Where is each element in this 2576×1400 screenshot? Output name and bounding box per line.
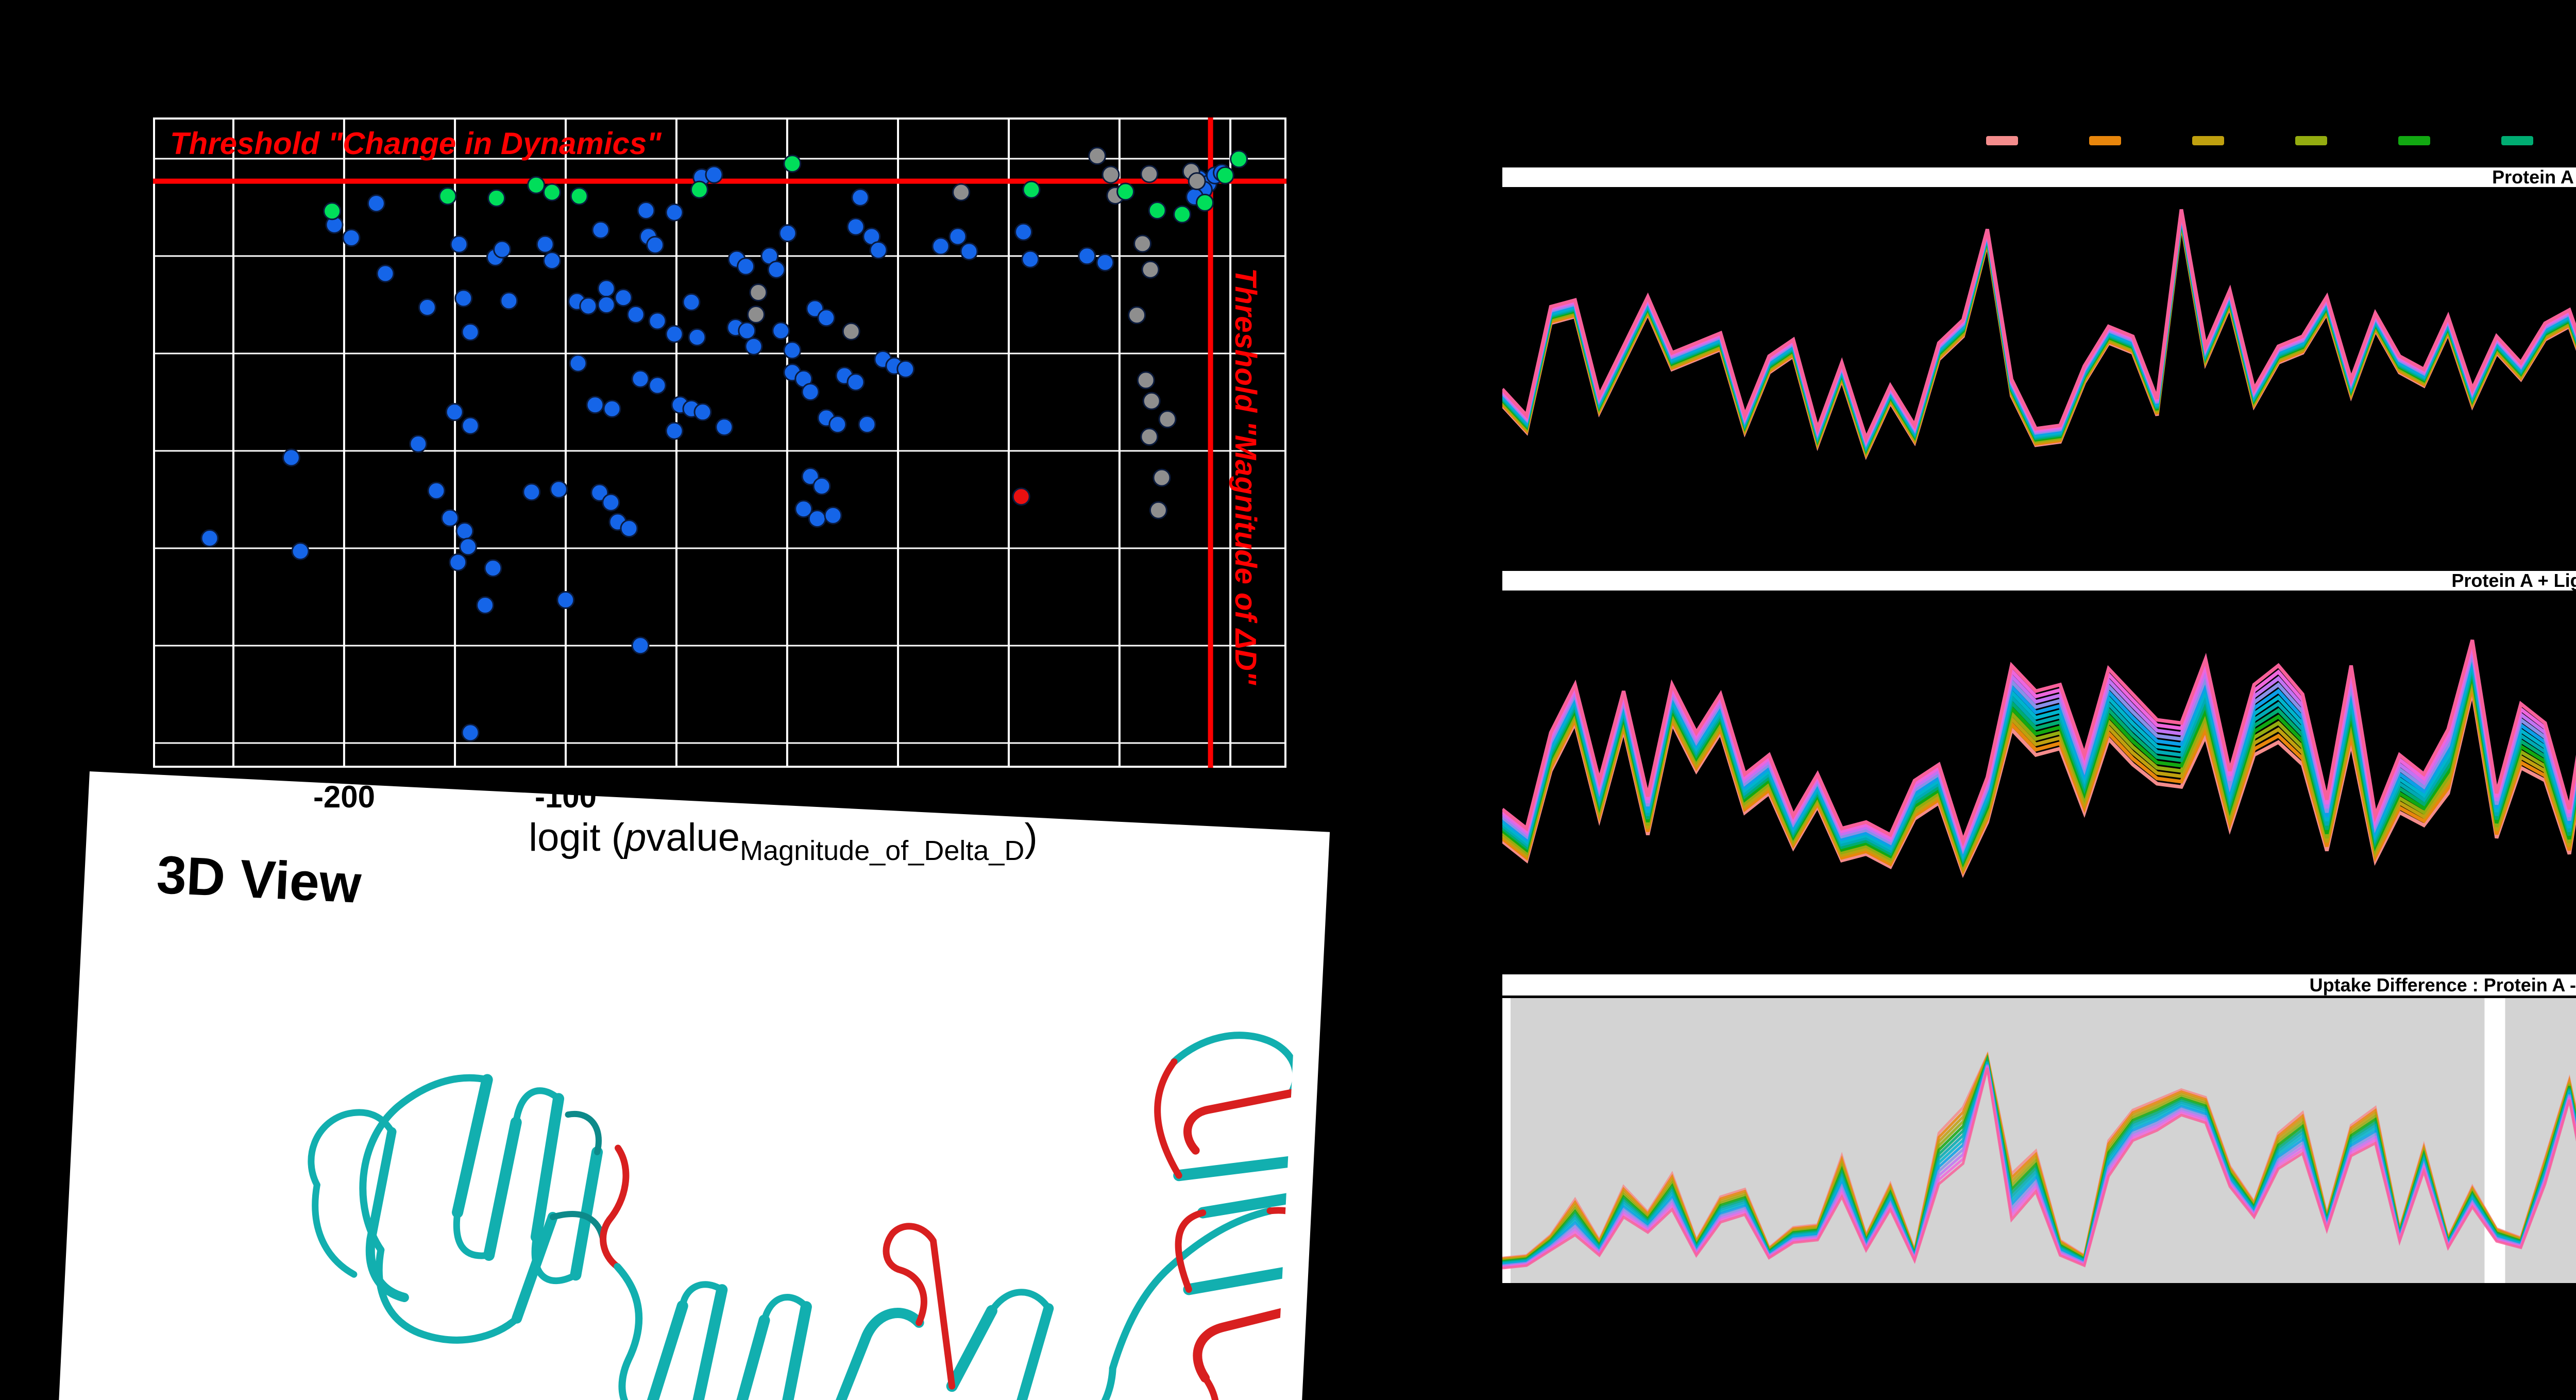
legend-swatch-4 bbox=[2295, 136, 2327, 145]
uptake-series-12 bbox=[1502, 644, 2576, 850]
legend-swatch-2 bbox=[2089, 136, 2121, 145]
uptake-series-13 bbox=[1502, 209, 2576, 444]
scatter-series-green[interactable] bbox=[323, 150, 1248, 224]
structure-3d-view-panel[interactable]: 3D View bbox=[57, 771, 1330, 1400]
uptake-series-4 bbox=[1502, 678, 2576, 870]
uptake-series-13 bbox=[1502, 1067, 2576, 1270]
uptake-series-1 bbox=[1502, 690, 2576, 878]
threshold-magnitude-label: Threshold "Magnitude of ΔD" bbox=[1229, 268, 1262, 685]
legend-swatch-6 bbox=[2501, 136, 2533, 145]
uptake-series-10 bbox=[1502, 652, 2576, 855]
uptake-series-5 bbox=[1502, 673, 2576, 868]
panel-title-protein-a-ligand: Protein A + Ligand bbox=[1502, 571, 2576, 591]
legend-swatch-1 bbox=[1986, 136, 2018, 145]
legend-swatch-5 bbox=[2398, 136, 2430, 145]
uptake-series-8 bbox=[1502, 661, 2576, 860]
uptake-series-11 bbox=[1502, 211, 2576, 447]
uptake-series-10 bbox=[1502, 212, 2576, 448]
volcano-x-tick--100: -100 bbox=[534, 780, 597, 814]
scatter-series-gray[interactable] bbox=[747, 146, 1206, 519]
threshold-change-in-dynamics-label: Threshold "Change in Dynamics" bbox=[170, 126, 662, 161]
panel-title-uptake-difference: Uptake Difference : Protein A - (Protein… bbox=[1502, 974, 2576, 998]
uptake-series-7 bbox=[1502, 665, 2576, 863]
uptake-series-3 bbox=[1502, 682, 2576, 873]
volcano-x-axis-label: logit (pvalueMagnitude_of_Delta_D) bbox=[529, 816, 1038, 866]
volcano-scatter-plot[interactable] bbox=[153, 117, 1286, 768]
panel-title-protein-a: Protein A bbox=[1502, 167, 2576, 187]
volcano-plot-canvas[interactable] bbox=[153, 117, 1286, 768]
uptake-series-2 bbox=[1502, 686, 2576, 875]
uptake-difference-plot[interactable] bbox=[1502, 998, 2576, 1283]
uptake-series-12 bbox=[1502, 210, 2576, 445]
uptake-series-11 bbox=[1502, 648, 2576, 852]
protein-ribbon-image bbox=[308, 1032, 1298, 1400]
uptake-series-6 bbox=[1502, 669, 2576, 865]
volcano-x-tick--200: -200 bbox=[313, 780, 376, 814]
scatter-series-red[interactable] bbox=[1012, 487, 1030, 506]
scatter-series-blue[interactable] bbox=[200, 163, 1231, 742]
uptake-plot-protein-a-ligand[interactable] bbox=[1502, 608, 2576, 927]
uptake-series-9 bbox=[1502, 656, 2576, 857]
legend-swatch-3 bbox=[2192, 136, 2224, 145]
3d-view-title: 3D View bbox=[155, 845, 363, 915]
uptake-series-13 bbox=[1502, 639, 2576, 847]
uptake-plot-protein-a[interactable] bbox=[1502, 206, 2576, 536]
